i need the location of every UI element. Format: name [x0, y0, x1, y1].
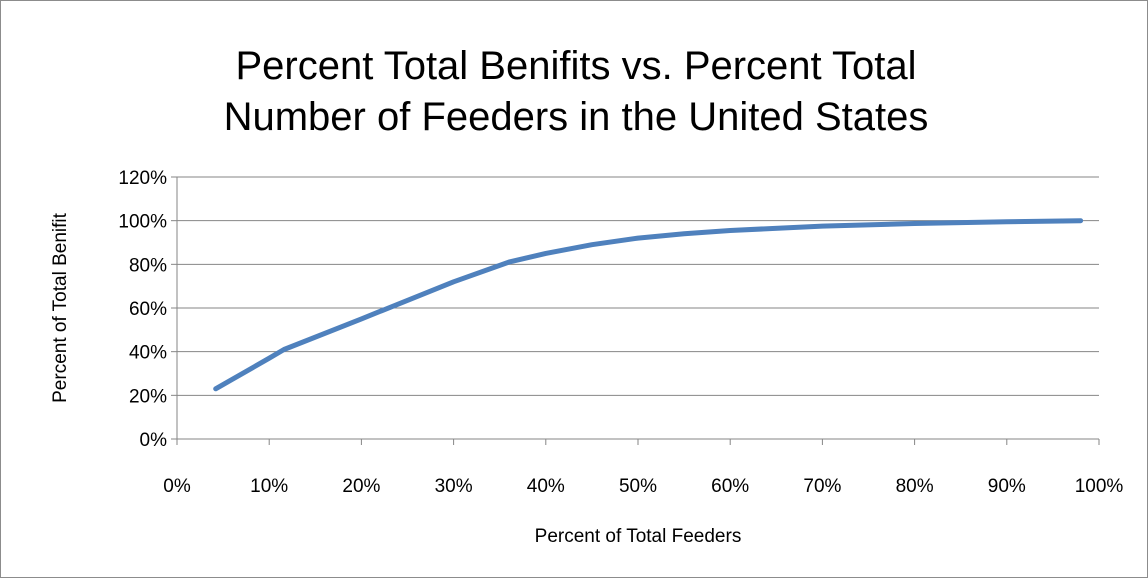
x-tick-label: 50% [619, 476, 657, 497]
x-tick-label: 90% [988, 476, 1026, 497]
x-axis-title: Percent of Total Feeders [535, 526, 742, 547]
x-tick-label: 0% [163, 476, 191, 497]
series-line-0 [213, 218, 1084, 392]
y-tick-label: 0% [140, 430, 168, 451]
x-tick-label: 70% [803, 476, 841, 497]
x-tick-label: 100% [1075, 476, 1124, 497]
y-tick-label: 20% [129, 386, 167, 407]
y-tick-labels: 0% 20% 40% 60% 80% 100% 120% [118, 168, 167, 451]
x-tick-label: 20% [342, 476, 380, 497]
x-tick-label: 60% [711, 476, 749, 497]
chart-title-line-2: Number of Feeders in the United States [224, 95, 929, 139]
x-tick-label: 30% [435, 476, 473, 497]
gridlines [177, 176, 1099, 396]
chart-title-line-1: Percent Total Benifits vs. Percent Total [235, 44, 916, 88]
y-tick-label: 60% [129, 299, 167, 320]
y-tick-label: 40% [129, 343, 167, 364]
x-tick-label: 80% [896, 476, 934, 497]
x-tick-label: 10% [250, 476, 288, 497]
y-tick-label: 120% [118, 168, 167, 189]
series-layer [213, 218, 1084, 392]
y-tick-label: 100% [118, 212, 167, 233]
x-tick-label: 40% [527, 476, 565, 497]
axes [171, 176, 1100, 445]
y-tick-label: 80% [129, 255, 167, 276]
y-axis-title: Percent of Total Benifit [50, 212, 71, 402]
x-tick-labels: 0% 10% 20% 30% 40% 50% 60% 70% 80% 90% 100% [163, 476, 1123, 497]
